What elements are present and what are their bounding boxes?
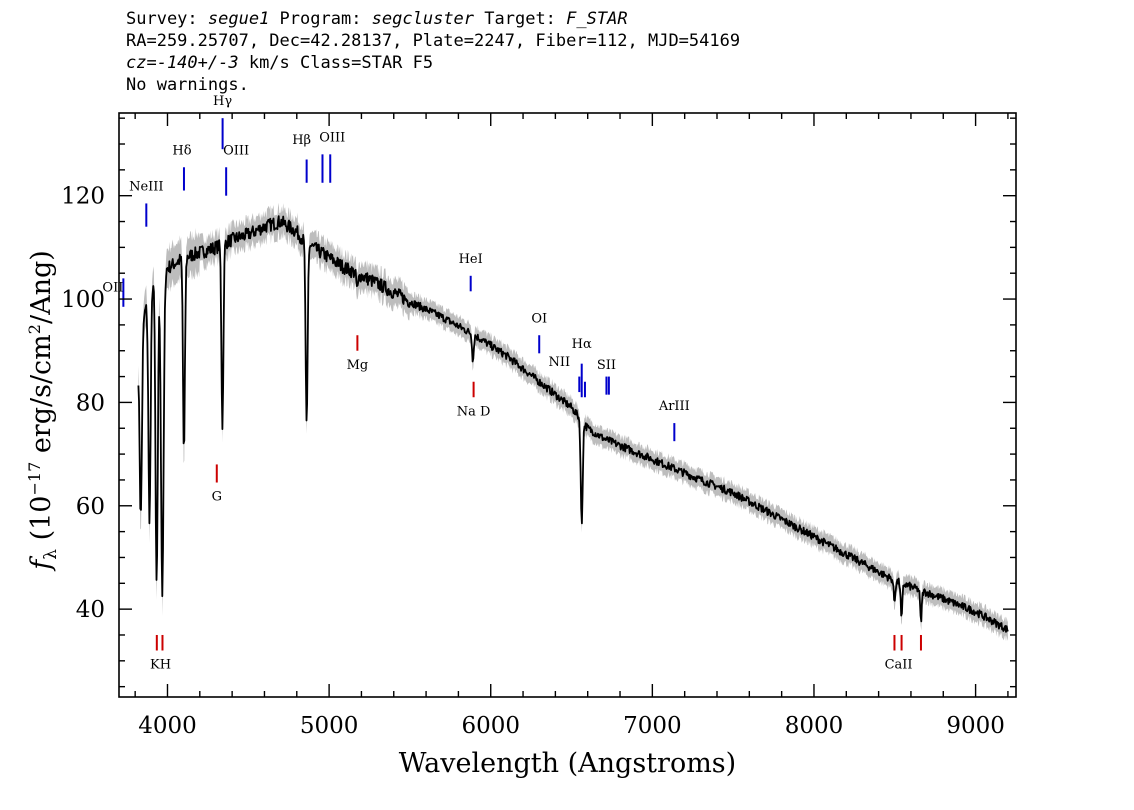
program-value: segcluster bbox=[371, 9, 475, 29]
spectrum-line bbox=[137, 215, 1009, 633]
plot-frame bbox=[118, 112, 1017, 698]
absorption-label-caii: CaII bbox=[885, 658, 913, 673]
survey-value: segue1 bbox=[207, 9, 270, 29]
y-title-part-b: erg/s/cm bbox=[26, 334, 57, 462]
y-tick-label: 120 bbox=[61, 184, 105, 210]
absorption-label-g: G bbox=[212, 490, 222, 505]
emission-label-neiii: NeIII bbox=[129, 180, 163, 195]
class-value: km/s Class=STAR F5 bbox=[238, 53, 434, 73]
emission-label-hγ: Hγ bbox=[213, 94, 232, 109]
x-tick-label: 8000 bbox=[785, 713, 844, 739]
plot-axes: 4000 5000 6000 7000 8000 9000 40 60 80 100 120 bbox=[61, 112, 1017, 739]
cz-value: cz=-140+/-3 bbox=[126, 53, 239, 73]
header-line-warnings: No warnings. bbox=[126, 75, 249, 95]
survey-label: Survey: bbox=[126, 9, 208, 29]
emission-label-oiii: OIII bbox=[223, 143, 249, 158]
emission-label-oiii: OIII bbox=[319, 130, 345, 145]
x-tick-label: 6000 bbox=[461, 713, 520, 739]
y-axis-title: fλ (10−17 erg/s/cm2/Ang) bbox=[25, 250, 61, 572]
y-title-part-a: (10 bbox=[26, 496, 57, 549]
emission-label-ariii: ArIII bbox=[658, 399, 690, 414]
x-tick-label: 5000 bbox=[300, 713, 359, 739]
absorption-label-na-d: Na D bbox=[457, 404, 491, 419]
program-label: Program: bbox=[269, 9, 372, 29]
x-tick-label: 7000 bbox=[623, 713, 682, 739]
absorption-label-k: K bbox=[150, 658, 160, 673]
y-tick-label: 40 bbox=[76, 597, 105, 623]
emission-label-nii: NII bbox=[548, 355, 570, 370]
emission-label-sii: SII bbox=[597, 358, 616, 373]
emission-label-hα: Hα bbox=[572, 337, 592, 352]
header-line-survey: Survey: segue1 Program: segcluster Targe… bbox=[126, 8, 740, 30]
header-line-coordinates: RA=259.25707, Dec=42.28137, Plate=2247, … bbox=[126, 31, 741, 51]
y-tick-label: 100 bbox=[61, 287, 105, 313]
absorption-label-h: H bbox=[160, 658, 171, 673]
y-title-exponent: −17 bbox=[25, 462, 44, 496]
error-band bbox=[138, 202, 1008, 642]
spectrum-header: Survey: segue1 Program: segcluster Targe… bbox=[126, 8, 740, 96]
y-title-part-c: /Ang) bbox=[26, 250, 57, 324]
header-line-redshift: cz=-140+/-3 km/s Class=STAR F5 bbox=[126, 52, 740, 74]
x-tick-label: 9000 bbox=[946, 713, 1005, 739]
x-axis-title: Wavelength (Angstroms) bbox=[399, 748, 736, 779]
y-title-subscript: λ bbox=[41, 549, 61, 560]
spectrum-series bbox=[137, 215, 1009, 633]
y-tick-label: 80 bbox=[76, 390, 105, 416]
target-value: F_STAR bbox=[566, 9, 628, 29]
absorption-label-mg: Mg bbox=[347, 358, 369, 373]
x-tick-label: 4000 bbox=[138, 713, 197, 739]
error-band-area bbox=[138, 202, 1008, 642]
emission-label-oii: OII bbox=[102, 280, 123, 295]
emission-label-hδ: Hδ bbox=[172, 143, 191, 158]
emission-label-oi: OI bbox=[531, 311, 547, 326]
emission-label-hei: HeI bbox=[459, 252, 483, 267]
y-title-exponent-2: 2 bbox=[25, 324, 44, 334]
y-tick-label: 60 bbox=[76, 494, 105, 520]
emission-label-hβ: Hβ bbox=[292, 133, 311, 148]
target-label: Target: bbox=[474, 9, 567, 29]
